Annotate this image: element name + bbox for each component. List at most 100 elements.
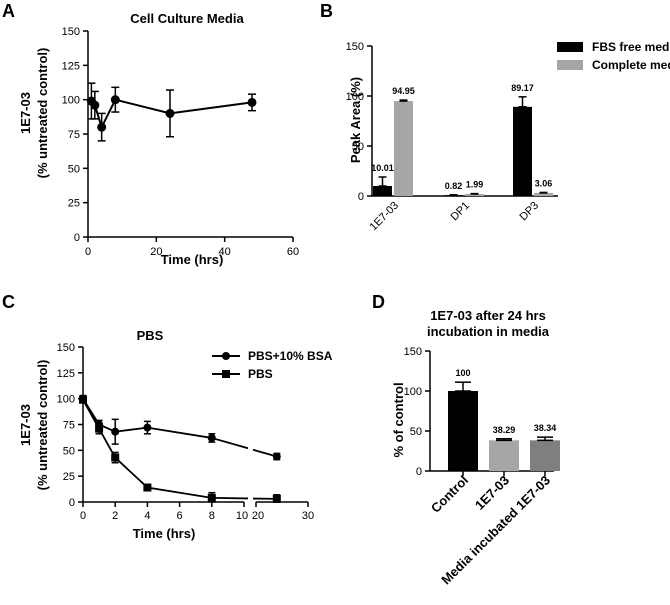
panel-c-xlabel: Time (hrs): [133, 526, 196, 541]
panel-a-letter: A: [2, 1, 15, 21]
legend-label-fbs-free: FBS free media: [592, 40, 670, 54]
panel-c-x-tick-label: 0: [80, 510, 86, 522]
legend-marker-bsa: [222, 352, 230, 360]
legend-label-pbs: PBS: [248, 367, 273, 381]
panel-b-y-tick-label: 0: [358, 191, 364, 203]
panel-d-ylabel: % of control: [391, 382, 406, 457]
panel-c-data-point: [111, 427, 120, 436]
panel-b-bar: [465, 194, 484, 196]
panel-c-x-tick-label: 4: [144, 510, 150, 522]
legend-marker-pbs: [222, 370, 230, 378]
panel-b-data-label: 94.95: [392, 86, 415, 96]
panel-a-xlabel: Time (hrs): [161, 252, 224, 267]
panel-d: D 1E7-03 after 24 hrs incubation in medi…: [372, 292, 560, 587]
panel-c-data-point: [272, 452, 281, 461]
panel-a-data-point: [97, 122, 107, 132]
panel-b-data-label: 0.82: [445, 181, 463, 191]
panel-c-data-point: [143, 423, 152, 432]
panel-d-marks: 100 38.29 38.34: [448, 368, 560, 471]
panel-a-data-point: [110, 95, 120, 105]
legend-swatch-fbs-free: [557, 42, 583, 52]
panel-c-series-line-break-segment: [211, 496, 249, 500]
panel-d-y-tick-label: 0: [416, 466, 422, 478]
legend-label-complete: Complete media: [592, 58, 670, 72]
panel-a-x-tick-label: 0: [85, 246, 91, 258]
panel-d-x-tick-label: 1E7-03: [472, 473, 512, 513]
legend-label-bsa: PBS+10% BSA: [248, 349, 333, 363]
panel-b: B Peak Area (%) 0 50 100 150 1E7-03 DP1 DP3 10…: [320, 1, 670, 233]
panel-b-ylabel: Peak Area (%): [348, 77, 363, 163]
panel-c-data-point: [79, 395, 87, 404]
panel-a-ylabel-sub: (% untreated control): [35, 48, 50, 179]
panel-b-data-label: 1.99: [466, 180, 484, 190]
panel-b-data-label: 3.06: [535, 178, 553, 188]
panel-b-legend: FBS free media Complete media: [557, 40, 670, 72]
panel-c-x-tick-label: 20: [252, 510, 264, 522]
panel-c-y-tick-label: 0: [69, 497, 75, 509]
panel-c-series-line-break-segment: [252, 448, 278, 458]
panel-b-marks: 10.01 94.95 0.82 1.99 89.17 3.06: [371, 83, 553, 196]
panel-d-x-tick-label: Control: [428, 473, 471, 516]
panel-a-ylabel: 1E7-03: [18, 92, 33, 134]
panel-c-x-tick-label: 10: [236, 510, 248, 522]
panel-c-x-tick-label: 8: [209, 510, 215, 522]
panel-a-y-tick-label: 0: [74, 232, 80, 244]
panel-c-y-tick-label: 50: [63, 445, 75, 457]
panel-c-y-tick-label: 75: [63, 420, 75, 432]
panel-c-data-point: [272, 494, 281, 503]
panel-c-marks: [79, 394, 281, 503]
panel-c-x-tick-label: 30: [302, 510, 314, 522]
panel-d-letter: D: [372, 292, 385, 312]
panel-d-y-tick-label: 100: [404, 386, 422, 398]
panel-d-title: 1E7-03 after 24 hrs: [430, 308, 546, 323]
panel-c-ylabel: 1E7-03: [18, 404, 33, 446]
panel-a-y-tick-label: 100: [62, 95, 80, 107]
panel-d-title-line2: incubation in media: [427, 324, 550, 339]
panel-d-y-tick-label: 150: [404, 346, 422, 358]
panel-a: A Cell Culture Media 1E7-03 (% untreated…: [2, 1, 299, 267]
panel-c-data-point: [111, 453, 120, 462]
panel-a-axes: 0 25 50 75 100 125 150 0 20 40 60: [62, 26, 299, 258]
panel-a-data-point: [247, 97, 257, 107]
panel-a-data-point: [90, 100, 100, 110]
panel-d-bar: [448, 391, 478, 471]
panel-c-data-point: [207, 433, 216, 442]
panel-a-marks: [86, 82, 257, 142]
panel-b-data-label: 89.17: [511, 83, 534, 93]
panel-c-x-tick-label: 6: [177, 510, 183, 522]
panel-c-y-tick-label: 100: [57, 394, 75, 406]
panel-d-bar: [489, 440, 519, 471]
panel-c: C PBS 1E7-03 (% untreated control) Time …: [2, 292, 333, 541]
panel-a-x-tick-label: 60: [287, 246, 299, 258]
panel-d-y-tick-label: 50: [410, 426, 422, 438]
panel-c-series-line-break-segment: [211, 437, 249, 450]
panel-b-x-tick-label: DP3: [517, 200, 541, 224]
panel-d-bar: [530, 440, 560, 471]
panel-a-y-tick-label: 25: [68, 198, 80, 210]
panel-b-bar: [373, 185, 392, 196]
panel-b-bar: [534, 192, 553, 196]
panel-c-letter: C: [2, 292, 15, 312]
panel-d-data-label: 38.34: [534, 423, 557, 433]
panel-c-y-tick-label: 125: [57, 368, 75, 380]
panel-b-letter: B: [320, 1, 333, 21]
panel-b-bar: [513, 106, 532, 196]
panel-c-y-tick-label: 150: [57, 342, 75, 354]
panel-b-x-tick-label: 1E7-03: [368, 200, 402, 234]
legend-swatch-complete: [557, 60, 583, 70]
panel-d-data-label: 100: [455, 368, 470, 378]
panel-b-y-tick-label: 100: [346, 91, 364, 103]
panel-a-title: Cell Culture Media: [130, 11, 244, 26]
panel-b-x-tick-label: DP1: [448, 200, 472, 224]
panel-a-x-tick-label: 20: [150, 246, 162, 258]
panel-b-data-label: 10.01: [371, 163, 394, 173]
panel-c-data-point: [207, 493, 216, 502]
panel-c-x-tick-label: 2: [112, 510, 118, 522]
panel-c-series-line: [82, 399, 212, 499]
panel-a-data-point: [165, 108, 175, 118]
panel-b-y-tick-label: 50: [352, 141, 364, 153]
panel-c-data-point: [95, 424, 104, 433]
panel-a-x-tick-label: 40: [219, 246, 231, 258]
panel-b-bar: [394, 101, 413, 196]
